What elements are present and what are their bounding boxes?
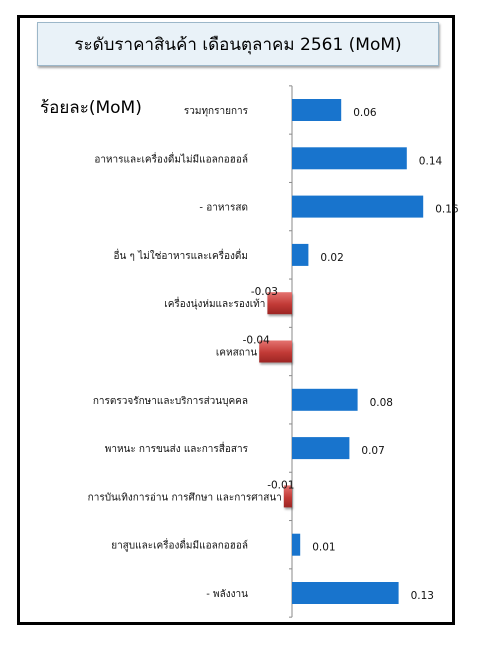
category-label: ยาสูบและเครื่องดื่มมีแอลกอฮอล์ [111, 538, 248, 552]
bar [259, 340, 292, 363]
bar [292, 243, 309, 266]
value-label: 0.01 [312, 542, 335, 554]
bar [292, 582, 399, 604]
bar [292, 533, 301, 556]
bar [292, 147, 407, 170]
category-label: เครื่องนุ่งห่มและรองเท้า [164, 296, 265, 310]
bar [292, 99, 342, 121]
value-label: 0.06 [353, 107, 377, 119]
bar [292, 195, 424, 218]
bar [292, 388, 358, 411]
category-label: พาหนะ การขนส่ง และการสื่อสาร [105, 441, 249, 455]
category-label: การบันเทิงการอ่าน การศึกษา และการศาสนา [88, 491, 282, 503]
chart-frame [17, 15, 455, 625]
value-label: -0.04 [243, 335, 270, 347]
category-label: อาหารและเครื่องดื่มไม่มีแอลกอฮอล์ [94, 151, 248, 165]
bar [267, 292, 292, 315]
bar [283, 485, 292, 508]
category-label: การตรวจรักษาและบริการส่วนบุคคล [93, 396, 248, 407]
category-label: รวมทุกรายการ [184, 106, 249, 117]
value-label: 0.16 [435, 204, 459, 216]
value-label: 0.13 [411, 590, 434, 602]
value-label: 0.02 [320, 252, 343, 264]
category-label: เคหสถาน [216, 348, 257, 359]
value-label: 0.14 [419, 155, 443, 167]
value-label: 0.07 [361, 445, 384, 457]
category-label: - อาหารสด [199, 203, 248, 214]
y-unit-label: ร้อยละ(MoM) [40, 98, 142, 118]
bar [292, 437, 350, 460]
category-label: อื่น ๆ ไม่ใช่อาหารและเครื่องดื่ม [114, 248, 248, 262]
value-label: -0.03 [251, 286, 278, 298]
chart-title: ระดับราคาสินค้า เดือนตุลาคม 2561 (MoM) [37, 22, 439, 66]
value-label: 0.08 [370, 397, 393, 409]
category-label: - พลังงาน [206, 589, 248, 600]
value-label: -0.01 [267, 479, 294, 491]
